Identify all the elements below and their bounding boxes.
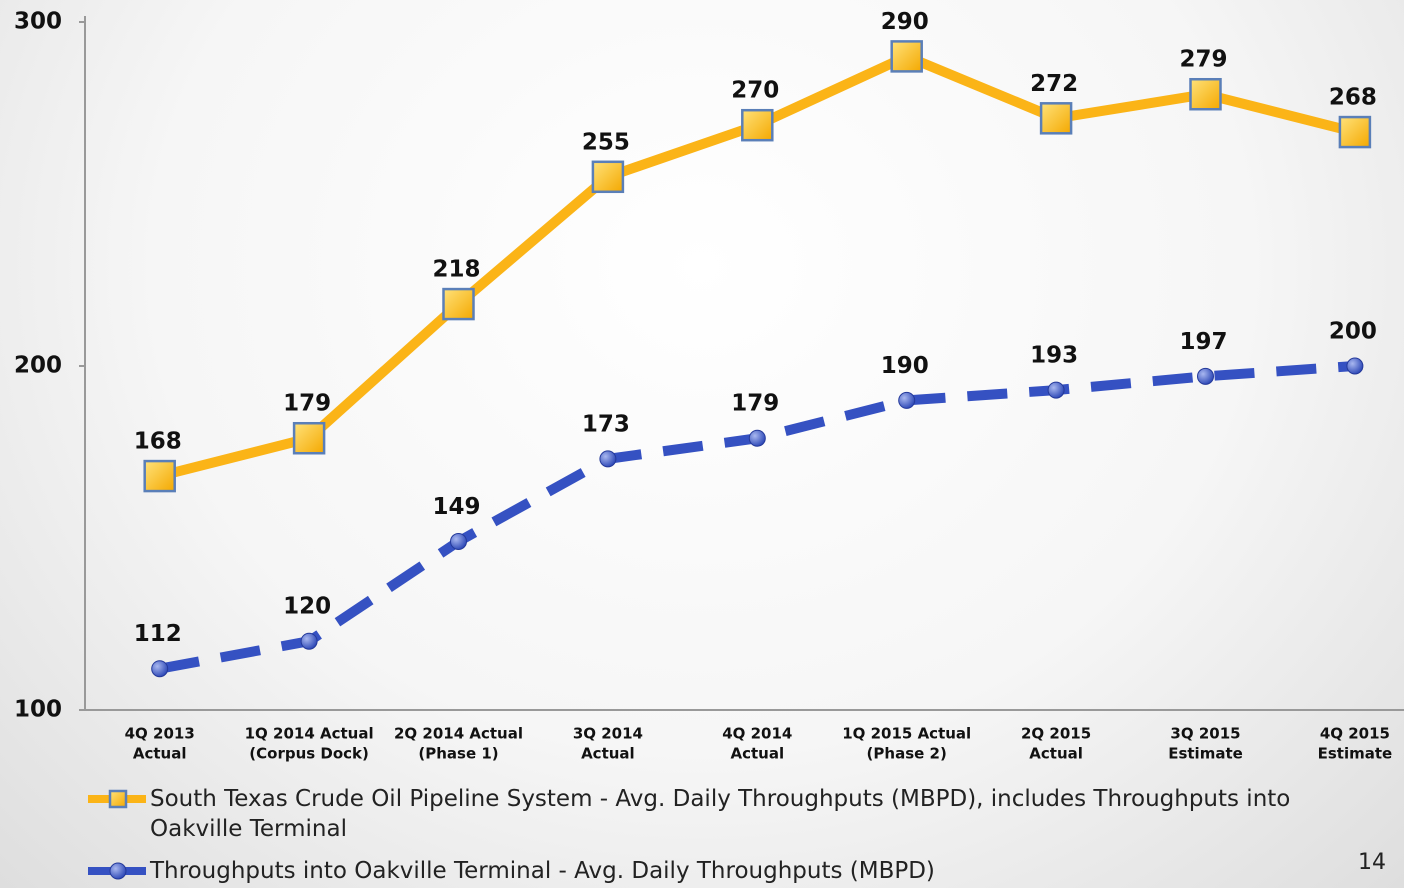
point [1346,357,1364,375]
data-label: 272 [1030,71,1078,97]
point [109,862,127,880]
x-tick-label: Actual [581,745,635,763]
data-label: 279 [1179,47,1227,73]
data-label: 149 [432,494,480,520]
x-tick-label: 2Q 2015 [1021,725,1091,743]
point [151,660,169,678]
point [1197,367,1214,385]
x-tick-label: Actual [133,745,187,763]
x-tick-label: Estimate [1168,745,1243,763]
data-label: 197 [1179,329,1227,355]
x-tick-label: Actual [730,745,784,763]
data-label: 120 [283,594,331,620]
x-tick-label: 2Q 2014 Actual [394,725,523,743]
y-tick-label: 300 [14,9,62,35]
x-tick-label: Actual [1029,745,1083,763]
point [599,450,617,468]
data-label: 290 [881,9,929,35]
x-tick-label: 1Q 2015 Actual [842,725,971,743]
data-label: 193 [1030,343,1078,369]
x-tick-label: (Phase 1) [418,745,498,763]
data-label: 255 [582,129,630,155]
point [108,789,128,809]
point [890,40,923,73]
x-tick-label: 3Q 2015 [1170,725,1240,743]
point [143,459,176,493]
point [300,632,318,650]
point [741,108,774,142]
data-label: 112 [134,621,182,647]
x-tick-label: 4Q 2015 [1320,725,1390,743]
data-label: 200 [1329,319,1377,345]
x-tick-label: 1Q 2014 Actual [245,725,374,743]
data-label: 190 [881,353,929,379]
point [1338,115,1372,149]
x-tick-label: (Corpus Dock) [249,745,369,763]
point [1039,102,1073,135]
point [748,429,766,447]
point [898,391,916,409]
y-tick-label: 100 [14,697,62,723]
legend-label: Throughputs into Oakville Terminal - Avg… [150,858,935,884]
x-tick-label: 3Q 2014 [573,725,643,743]
x-tick-label: 4Q 2013 [125,725,195,743]
point [450,532,467,550]
data-label: 173 [582,411,630,437]
x-tick-label: Estimate [1318,745,1393,763]
data-label: 179 [283,391,331,417]
legend-label: South Texas Crude Oil Pipeline System - … [150,786,1291,842]
data-label: 218 [432,257,480,283]
point [1189,77,1222,111]
data-label: 270 [731,78,779,104]
data-label: 179 [731,391,779,417]
x-tick-label: 4Q 2014 [722,725,792,743]
point [292,421,326,455]
point [591,160,625,194]
data-label: 268 [1329,85,1377,111]
data-label: 168 [134,429,182,455]
page-number: 14 [1358,850,1386,875]
point [1047,381,1065,399]
y-tick-label: 200 [14,353,62,379]
x-tick-label: (Phase 2) [867,745,947,763]
point [442,287,475,321]
